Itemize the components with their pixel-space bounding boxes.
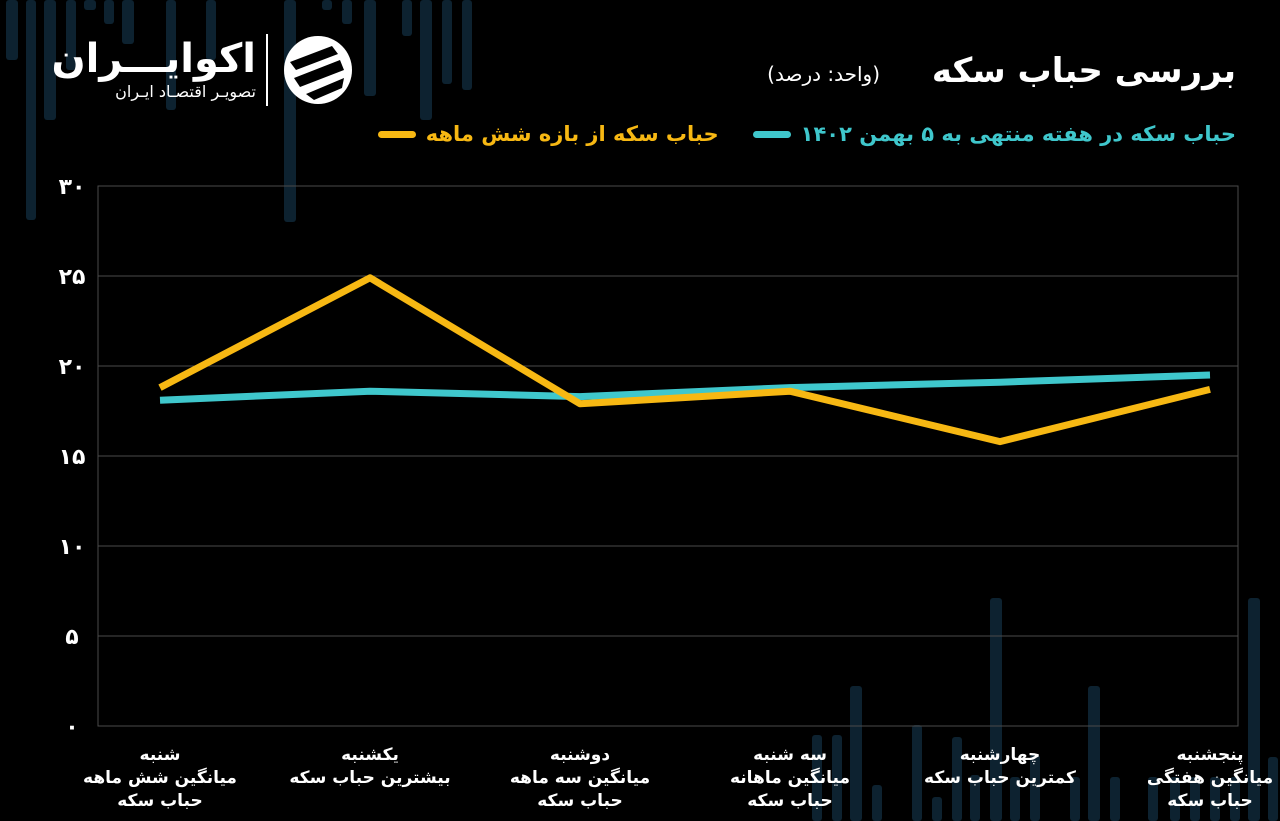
legend: حباب سکه از بازه شش ماهه حباب سکه در هفت… xyxy=(377,122,1236,146)
x-category-label-line: میانگین سه ماهه xyxy=(510,767,650,788)
y-tick-label: ۲۵ xyxy=(59,265,86,290)
x-category-label: پنجشنبه میانگین هفتگی حباب سکه xyxy=(1147,745,1273,811)
deco-bar xyxy=(1070,777,1080,821)
deco-bar xyxy=(364,0,376,96)
y-tick-label: ۲۰ xyxy=(59,355,86,380)
deco-bar xyxy=(990,598,1002,821)
brand-name: اکوایـــران xyxy=(51,36,256,82)
ecoiran-logo: اکوایـــران تصویـر اقتصـاد ایـران xyxy=(48,30,352,110)
deco-bar xyxy=(912,725,922,821)
legend-label-weekly: حباب سکه در هفته منتهی به ۵ بهمن ۱۴۰۲ xyxy=(800,122,1236,146)
x-category-label-line: میانگین ماهانه xyxy=(730,767,850,788)
deco-bar xyxy=(872,785,882,821)
x-category-label-line: چهارشنبه xyxy=(960,745,1041,765)
series-line-weekly xyxy=(159,371,1211,404)
deco-bar xyxy=(1110,777,1120,821)
deco-bar xyxy=(1148,777,1158,821)
logo-separator xyxy=(266,34,268,106)
deco-bar xyxy=(812,735,822,821)
deco-bar xyxy=(1248,598,1260,821)
chart-unit: (واحد: درصد) xyxy=(767,62,880,86)
deco-bar xyxy=(420,0,432,120)
x-category-label: شنبه میانگین شش ماهه حباب سکه xyxy=(83,745,237,811)
deco-bar xyxy=(104,0,114,24)
deco-bar xyxy=(932,797,942,821)
deco-bar xyxy=(970,775,980,821)
x-category-label-line: حباب سکه xyxy=(537,791,623,811)
legend-swatch-weekly xyxy=(752,130,791,138)
legend-item-six-month: حباب سکه از بازه شش ماهه xyxy=(377,122,719,146)
deco-bar xyxy=(1210,777,1220,821)
deco-bar xyxy=(166,0,176,110)
y-tick-label: ۵ xyxy=(65,625,78,650)
x-category-label-line: یکشنبه xyxy=(341,745,399,765)
deco-bar xyxy=(206,0,216,60)
legend-item-weekly: حباب سکه در هفته منتهی به ۵ بهمن ۱۴۰۲ xyxy=(752,122,1236,146)
x-category-label-line: میانگین هفتگی xyxy=(1147,767,1273,788)
x-category-label-line: حباب سکه xyxy=(117,791,203,811)
legend-swatch-six-month xyxy=(377,130,416,138)
x-category-label-line: میانگین شش ماهه xyxy=(83,767,237,788)
deco-bar xyxy=(1010,777,1020,821)
deco-bar xyxy=(1030,755,1040,821)
x-category-label-line: پنجشنبه xyxy=(1176,745,1243,765)
y-axis-ticks: ۰ ۵ ۱۰ ۱۵ ۲۰ ۲۵ ۳۰ xyxy=(59,175,86,740)
deco-bar xyxy=(322,0,332,10)
deco-bar xyxy=(1170,777,1180,821)
x-category-label: دوشنبه میانگین سه ماهه حباب سکه xyxy=(510,745,650,811)
series-line-six-month xyxy=(158,274,1211,446)
x-category-label: یکشنبه بیشترین حباب سکه xyxy=(289,745,450,788)
deco-bar xyxy=(1190,777,1200,821)
x-category-label-line: کمترین حباب سکه xyxy=(924,768,1076,788)
x-axis-labels: شنبه میانگین شش ماهه حباب سکه یکشنبه بیشترین… xyxy=(83,745,1273,811)
chart-title: بررسی حباب سکه xyxy=(931,51,1236,91)
deco-bar xyxy=(44,0,56,120)
y-tick-label: ۱۰ xyxy=(59,535,86,560)
y-tick-label: ۳۰ xyxy=(59,175,86,200)
deco-bar xyxy=(850,686,862,821)
deco-bar xyxy=(1088,686,1100,821)
series-lines xyxy=(158,274,1211,446)
x-category-label-line: شنبه xyxy=(140,745,181,765)
x-category-label-line: بیشترین حباب سکه xyxy=(289,768,450,788)
deco-bar xyxy=(1268,757,1278,821)
x-category-label-line: سه شنبه xyxy=(753,745,827,765)
deco-bar xyxy=(26,0,36,220)
deco-bar xyxy=(442,0,452,84)
y-tick-label: ۰ xyxy=(65,715,78,740)
deco-bar xyxy=(342,0,352,24)
y-tick-label: ۱۵ xyxy=(59,445,86,470)
legend-label-six-month: حباب سکه از بازه شش ماهه xyxy=(425,122,719,146)
deco-bar xyxy=(122,0,134,44)
deco-bar xyxy=(66,0,76,70)
x-category-label: سه شنبه میانگین ماهانه حباب سکه xyxy=(730,745,850,811)
brand-tagline: تصویـر اقتصـاد ایـران xyxy=(115,82,256,101)
deco-bar xyxy=(6,0,18,60)
brand-mark-icon xyxy=(284,36,352,104)
x-category-label-line: دوشنبه xyxy=(550,745,610,765)
deco-bar xyxy=(952,737,962,821)
x-category-label-line: حباب سکه xyxy=(747,791,833,811)
x-category-label-line: حباب سکه xyxy=(1167,791,1253,811)
grid xyxy=(97,185,1239,727)
deco-bar xyxy=(84,0,96,10)
x-category-label: چهارشنبه کمترین حباب سکه xyxy=(924,745,1076,788)
deco-bar xyxy=(402,0,412,36)
deco-bar xyxy=(462,0,472,90)
deco-bar xyxy=(832,735,842,821)
deco-bar xyxy=(1230,777,1240,821)
